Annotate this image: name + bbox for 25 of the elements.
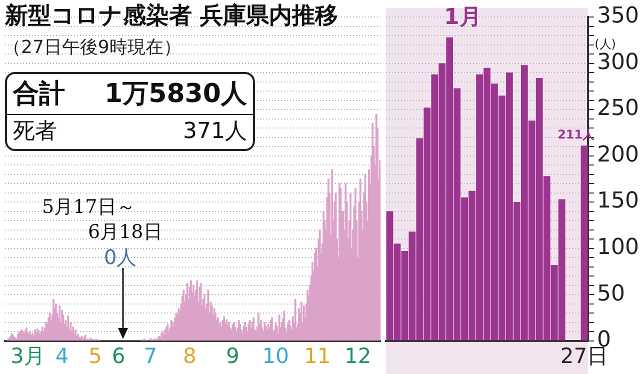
x-tick-label: 3月 (10, 344, 45, 368)
x-tick-label: 10 (262, 344, 290, 368)
y-tick-label: 200 (597, 142, 639, 168)
y-tick-label: 350 (597, 4, 639, 29)
x-tick-label: 4 (55, 344, 69, 368)
annotation: 5月17日～ (42, 195, 136, 220)
x-tick-label: 9 (226, 344, 240, 368)
annotation: 6月18日 (88, 220, 162, 245)
x-tick-label: 7 (144, 344, 158, 368)
x-tick-label: 8 (183, 344, 196, 368)
x-tick-label: 12 (344, 344, 372, 368)
annotation: 1月 (444, 4, 482, 32)
x-tick-label: 6 (112, 344, 126, 368)
chart-title: 新型コロナ感染者 兵庫県内推移 (5, 2, 338, 31)
x-tick-label: 5 (88, 344, 102, 368)
y-tick-label: 100 (597, 235, 639, 260)
summary-box: 合計 1万5830人 死者 371人 (5, 72, 255, 151)
y-tick-label: 50 (597, 281, 625, 306)
y-tick-label: 300 (597, 50, 639, 75)
x-tick-label: 11 (304, 344, 331, 368)
y-tick-label: 150 (597, 188, 639, 214)
text: （27日午後9時現在） (3, 36, 182, 59)
y-axis-title: (人) (594, 36, 616, 52)
y-tick-label: 250 (597, 96, 639, 122)
annotation: 0人 (104, 244, 137, 271)
